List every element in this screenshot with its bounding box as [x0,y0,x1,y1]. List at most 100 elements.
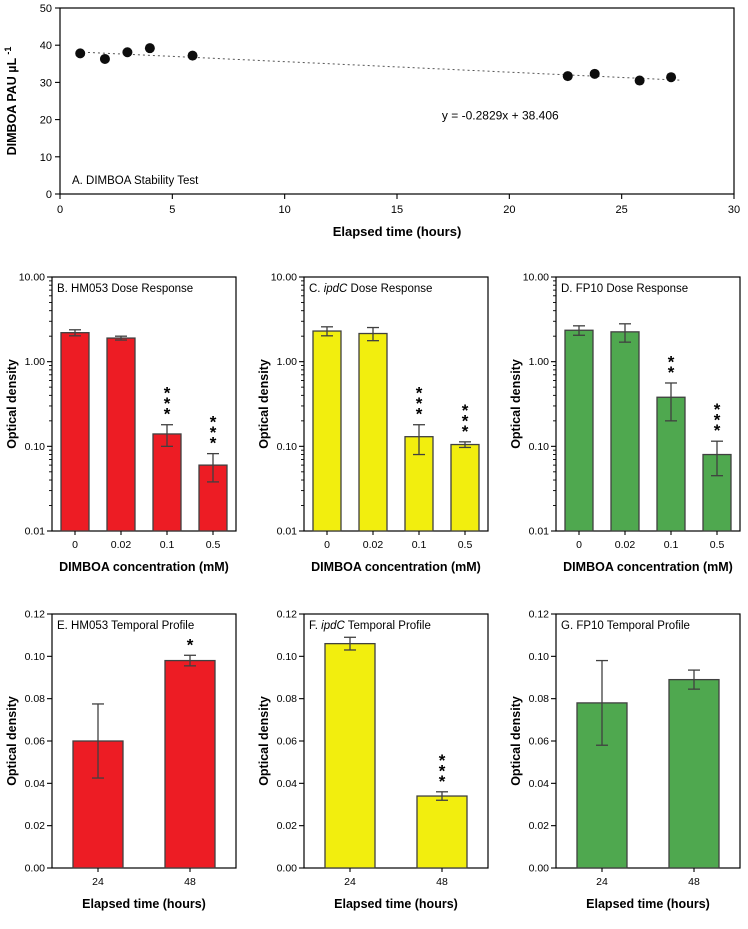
panel-title: C. ipdC Dose Response [309,283,432,295]
y-tick-label: 0.06 [529,736,550,748]
x-tick-label: 0.02 [615,539,636,551]
x-tick-label: 0 [576,539,582,551]
y-tick-label: 0.02 [529,820,550,832]
plot-frame [59,7,735,195]
x-axis-title: Elapsed time (hours) [82,897,206,911]
data-point [144,43,155,54]
y-tick-label: 0.10 [25,651,46,663]
significance-star: * [439,772,446,791]
y-axis-title: DIMBOA PAU µL -1 [3,47,19,156]
data-point [187,50,198,61]
y-tick-label: 0.02 [277,820,298,832]
y-tick-label: 10.00 [523,272,549,284]
panel-f-ipdc-temporal-chart: 0.00 0.02 0.04 0.06 0.08 0.10 0.12 24 * * * 48 F. ip… [254,606,494,929]
y-axis-title: Optical density [509,696,523,786]
y-tick-label: 0.04 [25,778,46,790]
y-tick-label: 50 [40,3,52,15]
row-dose-response: 0.01 0.10 1.00 10.00 0 0.02 * * * 0.1 * * * 0.5 B. HM0… [0,269,748,592]
y-tick-label: 0.00 [25,863,46,875]
x-tick-label: 5 [169,204,175,216]
y-axis-title: Optical density [257,359,271,449]
x-tick-label: 24 [92,876,104,888]
panel-e-svg: 0.00 0.02 0.04 0.06 0.08 0.10 0.12 24 * 48 E. HM05… [5,609,237,911]
y-tick-label: 40 [40,40,52,52]
y-tick-label: 10.00 [271,272,297,284]
y-tick-label: 10 [40,152,52,164]
panel-title: A. DIMBOA Stability Test [72,175,199,187]
x-tick-label: 0.02 [363,539,384,551]
panel-title: G. FP10 Temporal Profile [561,620,690,632]
significance-star: * [164,384,171,403]
y-tick-label: 0.10 [529,441,550,453]
trendline-equation: y = -0.2829x + 38.406 [442,109,559,123]
data-point [634,75,645,86]
y-axis-title: Optical density [5,696,19,786]
x-axis-title: DIMBOA concentration (mM) [311,560,481,574]
y-tick-label: 0.04 [277,778,298,790]
significance-star: * [668,352,675,371]
x-axis-title: Elapsed time (hours) [586,897,710,911]
panel-title: F. ipdC Temporal Profile [309,620,431,632]
x-tick-label: 10 [279,204,291,216]
y-tick-label: 0.00 [277,863,298,875]
y-tick-label: 20 [40,115,52,127]
x-axis-title: DIMBOA concentration (mM) [563,560,733,574]
panel-a-svg: 0 10 20 30 40 50 0 5 10 15 20 25 30 y = -0.2829x + 38… [3,3,740,239]
y-axis-title: Optical density [509,359,523,449]
panel-d-fp10-dose-chart: 0.01 0.10 1.00 10.00 0 0.02 * * 0.1 * * * 0.5 D. FP10… [506,269,746,592]
significance-star: * [416,394,423,413]
significance-star: * [668,363,675,382]
x-tick-label: 0.5 [710,539,725,551]
y-tick-label: 0.08 [529,693,550,705]
x-axis-title: Elapsed time (hours) [333,224,462,239]
x-tick-label: 0 [324,539,330,551]
y-tick-label: 0.00 [529,863,550,875]
y-tick-label: 0.10 [25,441,46,453]
x-tick-label: 0.5 [458,539,473,551]
data-point [589,68,600,79]
row-temporal-profile: 0.00 0.02 0.04 0.06 0.08 0.10 0.12 24 * 48 E. HM05… [0,606,748,929]
bar [610,331,640,532]
x-tick-label: 0.1 [664,539,679,551]
y-tick-label: 30 [40,77,52,89]
significance-star: * [210,434,217,453]
x-tick-label: 30 [728,204,740,216]
data-point [75,48,86,59]
bar [668,678,720,869]
bar [564,329,594,532]
y-tick-label: 0.08 [277,693,298,705]
y-tick-label: 0.10 [277,441,298,453]
bar [324,642,376,869]
y-tick-label: 0.06 [25,736,46,748]
y-tick-label: 0.02 [25,820,46,832]
panel-title: B. HM053 Dose Response [57,283,193,295]
y-tick-label: 0.01 [25,526,46,538]
x-tick-label: 20 [503,204,515,216]
data-point [99,53,110,64]
plot-frame [51,276,237,532]
panel-c-ipdc-dose-chart: 0.01 0.10 1.00 10.00 0 0.02 * * * 0.1 * * * 0.5 C. ipd… [254,269,494,592]
bar [312,330,342,532]
y-tick-label: 0.12 [277,609,298,621]
x-tick-label: 48 [184,876,196,888]
bar [164,659,216,869]
x-tick-label: 0.5 [206,539,221,551]
y-tick-label: 1.00 [277,356,298,368]
significance-star: * [164,394,171,413]
significance-star: * [462,411,469,430]
significance-star: * [416,405,423,424]
data-point [666,72,677,83]
data-point [122,47,133,58]
significance-star: * [462,422,469,441]
trend-line [77,51,683,81]
bar [416,795,468,869]
x-axis-title: Elapsed time (hours) [334,897,458,911]
bar [450,443,480,532]
significance-star: * [439,751,446,770]
panel-g-svg: 0.00 0.02 0.04 0.06 0.08 0.10 0.12 24 48 G. FP10 … [509,609,741,911]
row-stability: 0 10 20 30 40 50 0 5 10 15 20 25 30 y = -0.2829x + 38… [0,0,748,255]
significance-star: * [714,411,721,430]
panel-b-hm053-dose-chart: 0.01 0.10 1.00 10.00 0 0.02 * * * 0.1 * * * 0.5 B. HM0… [2,269,242,592]
